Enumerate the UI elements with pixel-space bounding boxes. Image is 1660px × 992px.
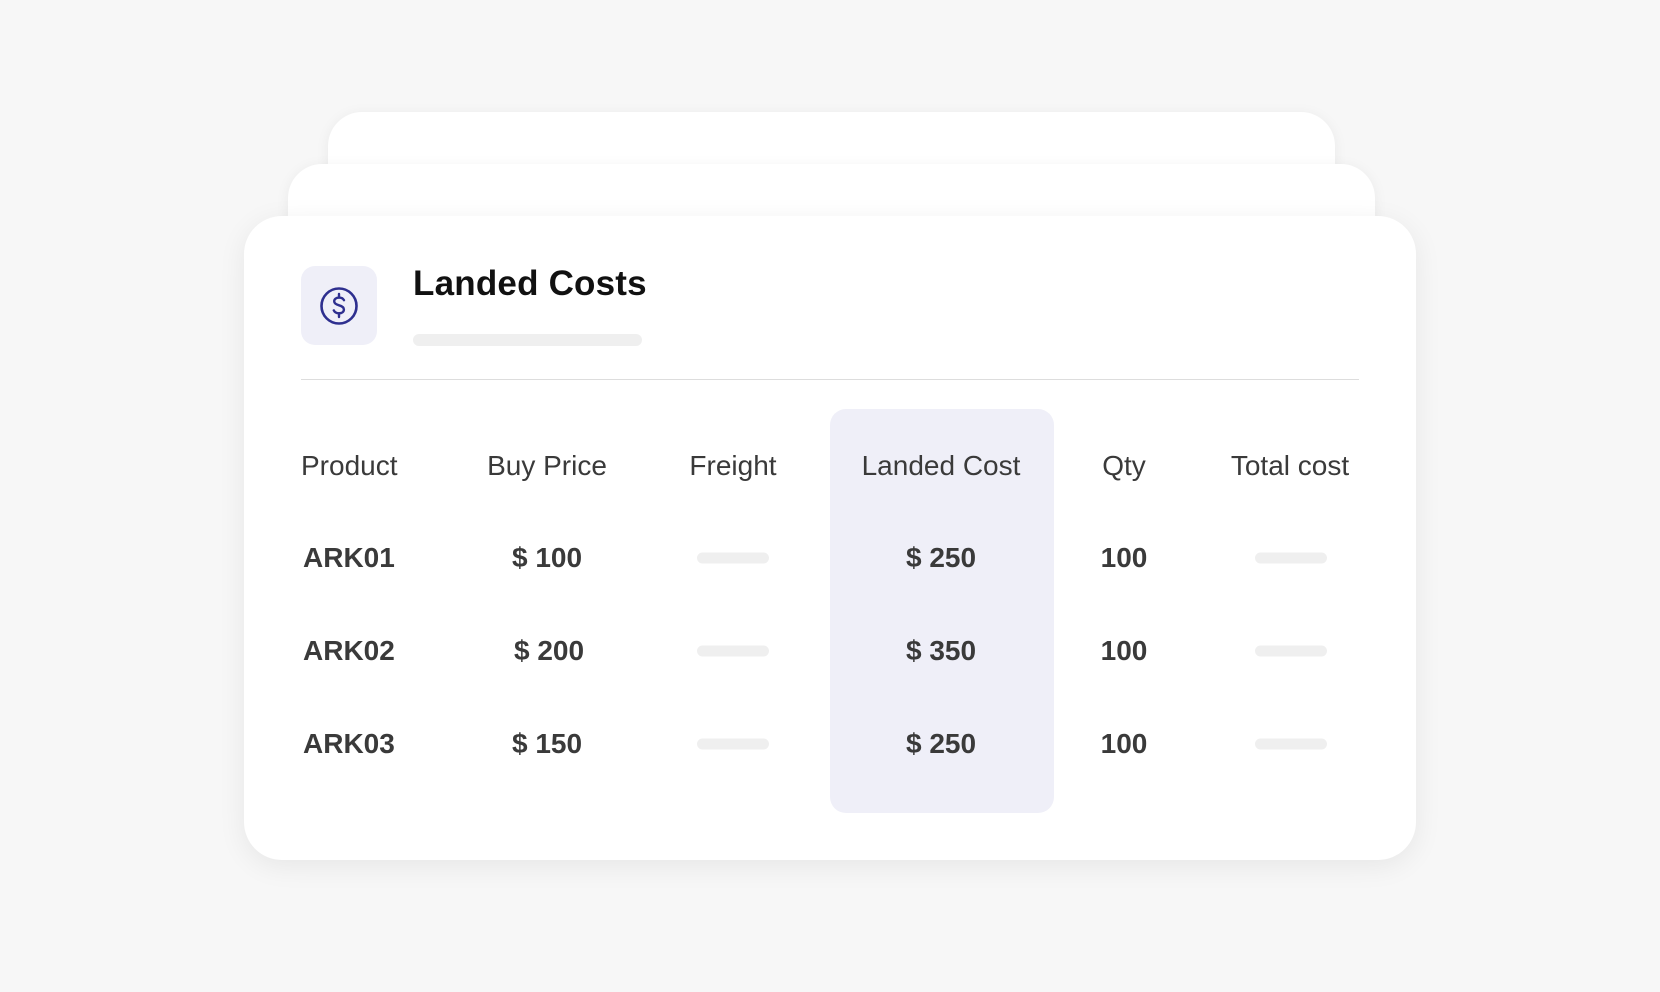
row-3-landed-cost: $ 250 (905, 728, 977, 759)
row-1-qty: 100 (1100, 542, 1148, 573)
row-3-qty: 100 (1100, 728, 1148, 759)
header-freight: Freight (689, 450, 777, 481)
row-1-total-cost-placeholder (1255, 552, 1327, 564)
row-2-buy-price: $ 200 (513, 635, 585, 666)
landed-costs-card: Landed Costs Product Buy Price Freight L… (244, 216, 1416, 860)
card-icon-box (301, 266, 377, 345)
header-total-cost: Total cost (1230, 450, 1350, 481)
row-3-total-cost-placeholder (1255, 738, 1327, 750)
header-product: Product (301, 450, 398, 481)
row-3-buy-price: $ 150 (511, 728, 583, 759)
header-landed-cost: Landed Cost (861, 450, 1021, 481)
header-divider (301, 379, 1359, 380)
card-title: Landed Costs (413, 264, 647, 303)
subtitle-placeholder (413, 334, 642, 346)
row-1-product: ARK01 (303, 542, 395, 573)
dollar-circle-icon (320, 286, 358, 325)
row-1-landed-cost: $ 250 (905, 542, 977, 573)
row-3-freight-placeholder (697, 738, 769, 750)
row-2-total-cost-placeholder (1255, 645, 1327, 657)
row-2-qty: 100 (1100, 635, 1148, 666)
row-2-product: ARK02 (303, 635, 395, 666)
row-2-freight-placeholder (697, 645, 769, 657)
row-3-product: ARK03 (303, 728, 395, 759)
row-1-freight-placeholder (697, 552, 769, 564)
header-qty: Qty (1102, 450, 1146, 481)
row-1-buy-price: $ 100 (511, 542, 583, 573)
landed-cost-column-highlight (830, 409, 1054, 813)
row-2-landed-cost: $ 350 (905, 635, 977, 666)
header-buy-price: Buy Price (487, 450, 607, 481)
